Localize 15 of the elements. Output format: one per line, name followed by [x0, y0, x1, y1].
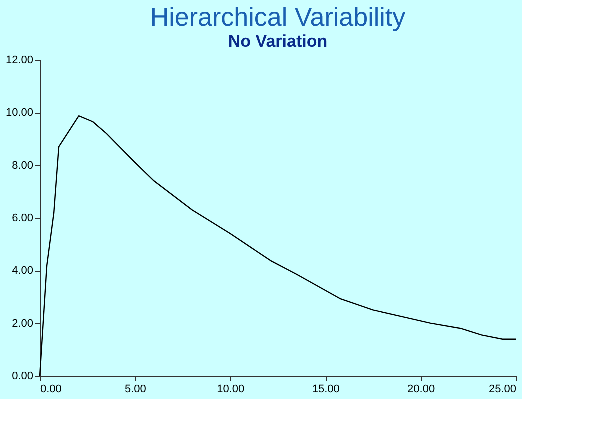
- y-tick-label: 10.00: [6, 107, 34, 120]
- chart-title: Hierarchical Variability: [150, 2, 406, 32]
- x-tick-label: 0.00: [40, 384, 62, 396]
- y-tick-label: 8.00: [12, 160, 34, 172]
- x-tick-label: 25.00: [488, 384, 516, 396]
- x-tick-label: 10.00: [217, 384, 245, 396]
- x-tick-label: 5.00: [124, 384, 146, 396]
- y-tick-label: 4.00: [12, 265, 34, 278]
- y-tick-label: 12.00: [6, 54, 34, 66]
- y-tick-label: 2.00: [12, 318, 34, 330]
- y-tick-label: 6.00: [12, 212, 34, 224]
- y-tick-label: 0.00: [12, 370, 34, 382]
- x-tick-label: 20.00: [408, 384, 436, 396]
- x-tick-label: 15.00: [312, 384, 340, 396]
- chart-subtitle: No Variation: [228, 32, 328, 51]
